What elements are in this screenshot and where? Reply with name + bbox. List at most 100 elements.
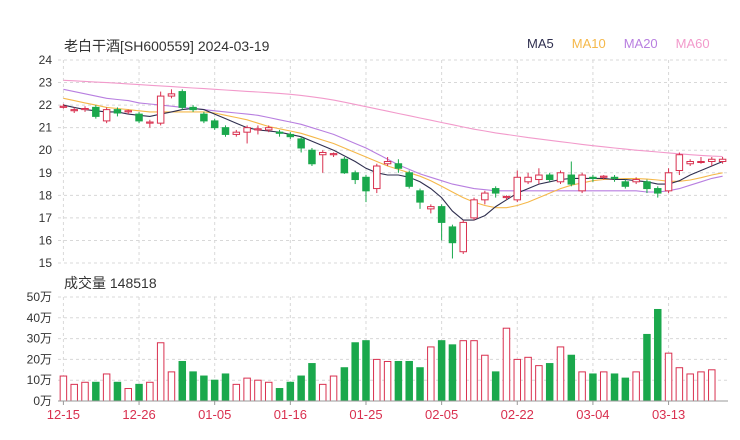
candle-body — [632, 179, 640, 183]
volume-bar — [146, 381, 154, 402]
candle-body — [167, 93, 176, 97]
volume-bar — [373, 358, 381, 402]
candle-body — [102, 109, 111, 122]
candle-body — [481, 192, 489, 201]
ma-line-ma20 — [63, 88, 723, 193]
candle-body — [578, 174, 586, 192]
volume-bar — [394, 360, 403, 402]
volume-bar — [156, 342, 165, 402]
volume-bar — [686, 373, 694, 402]
candle-body — [383, 161, 392, 165]
volume-bar — [427, 346, 435, 402]
candle-body — [254, 128, 262, 131]
candle-body — [664, 172, 673, 192]
volume-bar — [405, 360, 413, 402]
volume-bar — [481, 354, 489, 402]
volume-bar — [502, 327, 511, 402]
volume-bar — [264, 381, 273, 402]
candle-body — [621, 181, 630, 187]
date-tick-label: 02-22 — [501, 407, 534, 422]
price-tick-label: 15 — [39, 256, 53, 270]
volume-bar — [232, 383, 241, 402]
candle-body — [524, 176, 532, 183]
volume-bar — [351, 342, 359, 402]
price-tick-label: 19 — [39, 166, 53, 180]
volume-bar — [340, 367, 349, 402]
volume-bar — [200, 375, 208, 402]
legend-ma10: MA10 — [571, 36, 606, 51]
volume-tick-label: 20万 — [27, 352, 52, 366]
candle-body — [362, 176, 370, 192]
volume-bar — [416, 367, 424, 402]
candle-body — [373, 165, 381, 190]
candle-body — [427, 206, 435, 210]
candle-body — [589, 176, 597, 179]
candle-body — [675, 154, 684, 172]
candle-body — [610, 176, 619, 179]
price-tick-label: 18 — [39, 188, 53, 202]
volume-bar — [59, 375, 68, 402]
candle-body — [697, 161, 705, 163]
volume-bar — [589, 373, 597, 402]
ma-legend: MA5 MA10 MA20 MA60 — [527, 36, 710, 51]
volume-bar — [524, 356, 532, 402]
price-tick-label: 22 — [39, 98, 53, 112]
candle-body — [156, 95, 165, 124]
price-tick-label: 24 — [39, 53, 53, 67]
volume-bar — [664, 352, 673, 402]
volume-bar — [178, 360, 187, 402]
volume-bar — [632, 371, 640, 402]
candle-body — [210, 120, 219, 129]
candle-body — [394, 163, 403, 169]
volume-tick-label: 40万 — [27, 311, 52, 325]
volume-bar — [329, 375, 338, 402]
volume-bar — [297, 375, 305, 402]
candle-body — [124, 110, 132, 113]
volume-bar — [243, 377, 251, 402]
candle-body — [146, 121, 154, 124]
candle-body — [416, 190, 424, 203]
volume-bar — [470, 340, 478, 402]
candle-body — [135, 113, 143, 122]
candle-body — [178, 91, 187, 108]
volume-bar — [556, 346, 565, 402]
legend-ma20: MA20 — [623, 36, 658, 51]
candle-body — [459, 221, 467, 253]
volume-bar — [70, 383, 78, 402]
date-tick-label: 02-05 — [425, 407, 458, 422]
candle-body — [308, 149, 316, 165]
legend-ma60: MA60 — [675, 36, 710, 51]
volume-bar — [92, 381, 100, 402]
candle-body — [599, 175, 608, 178]
candle-body — [232, 131, 241, 135]
volume-bar — [124, 388, 132, 402]
volume-bar — [221, 373, 230, 402]
volume-bar — [545, 363, 554, 402]
volume-bar — [621, 377, 630, 402]
volume-bar — [654, 308, 662, 402]
volume-tick-label: 50万 — [27, 290, 52, 304]
candle-body — [286, 133, 295, 138]
candle-body — [686, 161, 694, 165]
volume-bar — [491, 371, 500, 402]
date-tick-label: 01-16 — [274, 407, 307, 422]
date-tick-label: 03-13 — [652, 407, 685, 422]
candle-body — [221, 127, 230, 135]
candle-body — [297, 138, 305, 149]
volume-tick-label: 10万 — [27, 373, 52, 387]
volume-bar — [459, 340, 467, 402]
candle-body — [708, 158, 716, 163]
volume-bar — [535, 365, 543, 402]
chart-title: 老白干酒[SH600559] 2024-03-19 — [64, 38, 270, 54]
volume-bar — [448, 344, 457, 402]
volume-bar — [319, 383, 327, 402]
ma-line-ma60 — [63, 79, 723, 158]
volume-bar — [383, 360, 392, 402]
volume-bar — [308, 363, 316, 402]
candle-body — [329, 153, 338, 156]
candle-body — [545, 174, 554, 181]
volume-bar — [697, 371, 705, 402]
volume-bar — [113, 381, 122, 402]
candle-body — [243, 127, 251, 133]
